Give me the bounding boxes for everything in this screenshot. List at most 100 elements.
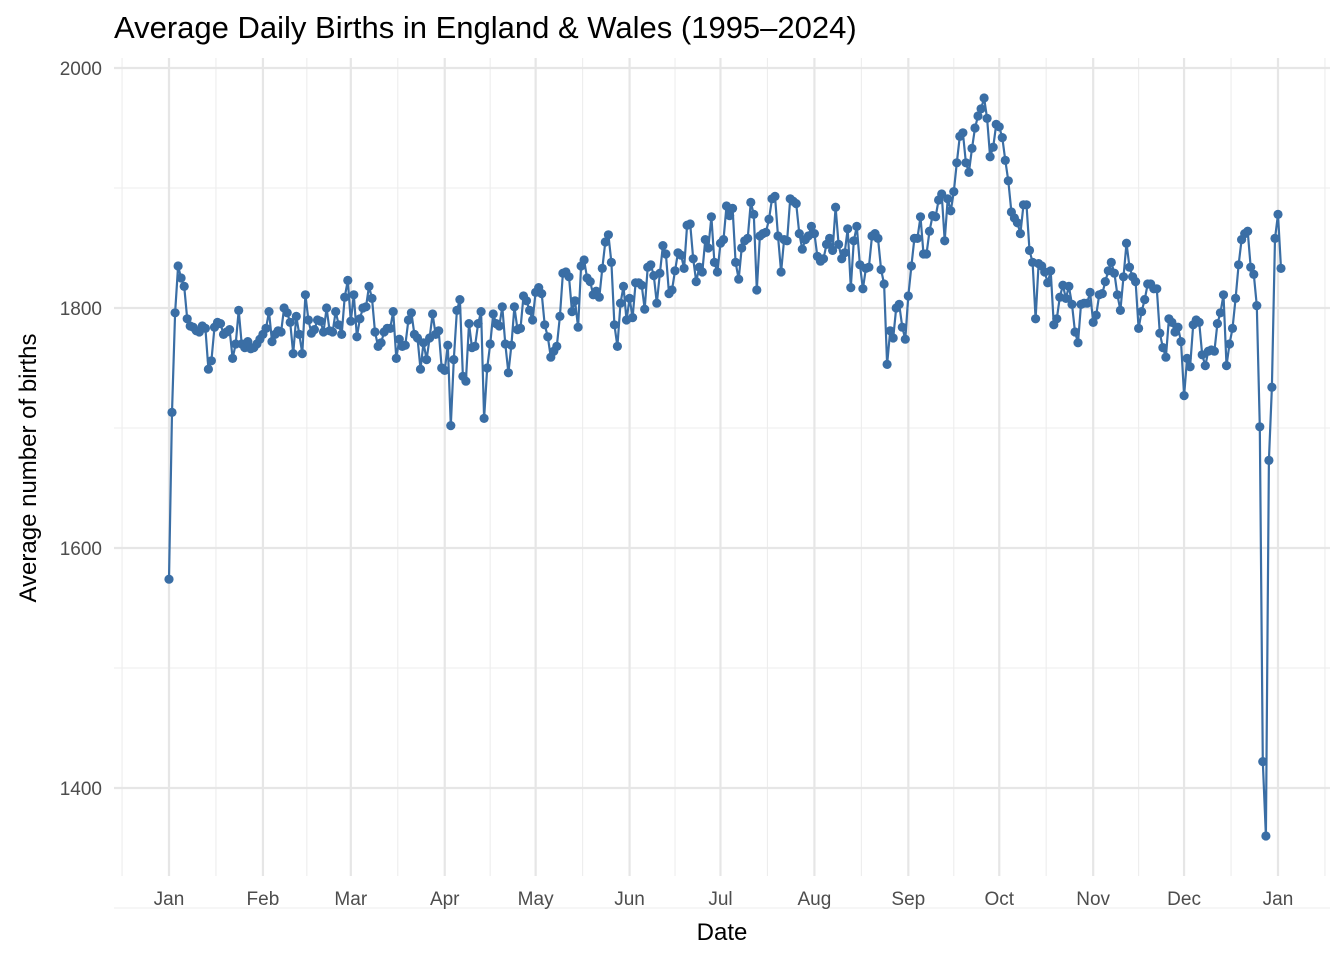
data-point — [1140, 295, 1150, 305]
data-point — [328, 327, 338, 337]
data-point — [506, 340, 516, 350]
major-gridlines — [114, 58, 1330, 876]
data-point — [1212, 319, 1222, 329]
data-point — [688, 254, 698, 264]
data-point — [1152, 284, 1162, 294]
data-point — [697, 267, 707, 277]
data-point — [455, 295, 465, 305]
data-point — [1091, 310, 1101, 320]
data-point — [946, 206, 956, 216]
data-point — [355, 314, 365, 324]
data-point — [612, 341, 623, 351]
data-point — [825, 233, 835, 243]
data-point — [615, 298, 626, 308]
x-tick-label: Jul — [708, 889, 732, 910]
data-point — [473, 319, 483, 329]
data-point — [528, 315, 538, 325]
data-point — [322, 303, 332, 313]
data-point — [924, 226, 935, 236]
data-point — [170, 308, 180, 318]
data-point — [882, 359, 892, 369]
data-point — [1046, 266, 1056, 276]
data-point — [543, 332, 553, 342]
data-point — [337, 329, 347, 339]
data-point — [525, 305, 535, 315]
data-point — [555, 311, 565, 321]
data-point — [288, 349, 298, 359]
data-point — [388, 307, 398, 317]
data-point — [564, 272, 574, 282]
data-point — [176, 273, 186, 283]
data-point — [794, 229, 804, 239]
data-point — [585, 277, 595, 287]
data-point — [515, 323, 526, 333]
data-point — [1231, 293, 1241, 303]
data-point — [1215, 308, 1225, 318]
data-point — [1106, 257, 1116, 267]
x-tick-label: Nov — [1076, 889, 1110, 910]
x-tick-label: May — [518, 889, 554, 910]
data-point — [964, 167, 974, 177]
data-point — [691, 277, 701, 287]
data-point — [1224, 339, 1235, 349]
data-point — [1131, 277, 1141, 287]
data-point — [1158, 343, 1168, 353]
data-point — [1221, 361, 1232, 371]
data-point — [1273, 209, 1283, 219]
data-point — [349, 290, 359, 300]
data-point — [1088, 317, 1098, 327]
data-point — [206, 356, 216, 366]
data-point — [1264, 455, 1274, 465]
data-point — [661, 249, 671, 259]
data-point — [864, 262, 874, 272]
data-point — [570, 296, 580, 306]
x-tick-label: Oct — [984, 889, 1014, 910]
data-point — [858, 284, 868, 294]
data-point — [915, 212, 926, 222]
data-point — [791, 199, 801, 209]
data-point — [1137, 307, 1147, 317]
x-tick-label: Aug — [797, 889, 831, 910]
data-point — [849, 236, 859, 246]
data-point — [737, 243, 747, 253]
data-point — [446, 421, 456, 431]
data-point — [706, 212, 717, 222]
data-point — [1234, 260, 1244, 270]
data-point — [276, 327, 286, 337]
data-point — [1109, 268, 1119, 278]
data-point — [400, 340, 410, 350]
x-tick-label: Mar — [334, 889, 367, 910]
data-point — [215, 319, 226, 329]
y-tick-label: 1800 — [60, 299, 102, 320]
data-point — [982, 113, 992, 123]
data-point — [264, 307, 274, 317]
data-point — [1124, 262, 1135, 272]
data-point — [334, 320, 344, 330]
data-point — [1258, 757, 1268, 767]
data-point — [846, 283, 856, 293]
y-axis-title: Average number of births — [15, 333, 42, 602]
data-point — [1003, 176, 1013, 186]
x-axis-title: Date — [697, 919, 748, 946]
x-tick-label: Sep — [891, 889, 925, 910]
data-point — [200, 323, 210, 333]
data-point — [1255, 422, 1265, 432]
data-point — [1024, 245, 1035, 255]
data-point — [703, 243, 713, 253]
data-point — [628, 313, 638, 323]
data-point — [952, 158, 962, 168]
data-point — [958, 128, 968, 138]
data-point — [988, 142, 998, 152]
data-point — [1200, 361, 1210, 371]
data-point — [597, 263, 607, 273]
data-point — [243, 337, 253, 347]
data-point — [600, 237, 610, 247]
data-point — [479, 413, 489, 423]
data-point — [603, 230, 614, 240]
data-point — [503, 368, 513, 378]
data-point — [482, 363, 492, 373]
data-point — [943, 194, 953, 204]
data-point — [670, 266, 680, 276]
data-point — [709, 257, 720, 267]
